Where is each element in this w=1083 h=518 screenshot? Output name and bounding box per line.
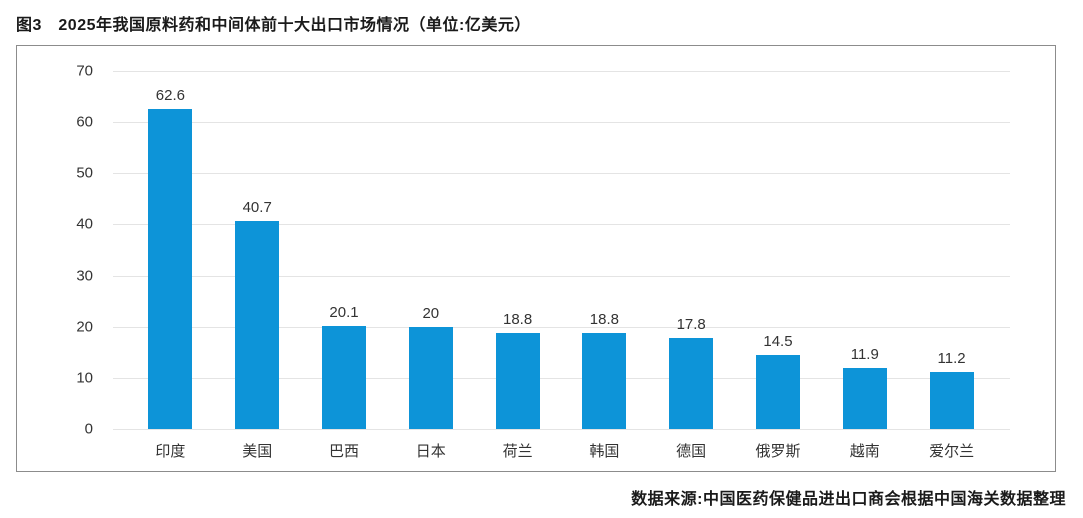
bar	[929, 371, 974, 429]
bar-slot: 11.2	[908, 71, 995, 429]
x-axis-labels: 印度 美国 巴西 日本 荷兰 韩国 德国 俄罗斯 越南 爱尔兰	[127, 440, 995, 461]
bar	[408, 326, 453, 429]
x-tick-label: 爱尔兰	[929, 443, 975, 460]
bars-area: 62.6 40.7 20.1 20 18.8 18.8 17.8 14.5 11.9 11.2	[127, 71, 995, 429]
bar-slot: 17.8	[648, 71, 735, 429]
y-tick-label: 50	[76, 164, 93, 182]
bar-slot: 18.8	[474, 71, 561, 429]
bar-value-label: 11.2	[937, 349, 966, 367]
figure-title: 图3 2025年我国原料药和中间体前十大出口市场情况（单位:亿美元）	[16, 17, 531, 34]
x-tick-label: 越南	[849, 443, 880, 460]
bar-value-label: 20.1	[329, 304, 359, 322]
bar-value-label: 18.8	[502, 310, 533, 328]
bar-slot: 11.9	[821, 71, 908, 429]
y-axis: 0 10 20 30 40 50 60 70	[17, 64, 93, 437]
gridline	[113, 71, 1010, 72]
gridline	[113, 326, 1010, 328]
bar-value-label: 14.5	[763, 332, 793, 350]
x-tick-label: 巴西	[328, 443, 359, 460]
bar-value-label: 11.9	[850, 346, 879, 364]
bar-value-label: 40.7	[242, 198, 272, 216]
bar-slot: 40.7	[214, 71, 301, 429]
bar	[495, 332, 540, 429]
y-tick-label: 10	[76, 369, 93, 387]
bar-slot: 18.8	[561, 71, 648, 429]
bar	[582, 332, 627, 429]
data-source: 数据来源:中国医药保健品进出口商会根据中国海关数据整理	[631, 491, 1066, 508]
chart-container: 0 10 20 30 40 50 60 70 62.6 40.7 20.1 20 18.8 18.8 17…	[16, 45, 1056, 472]
bar-slot: 62.6	[127, 71, 214, 429]
x-tick-label: 韩国	[589, 443, 620, 460]
x-tick-label: 荷兰	[502, 443, 533, 460]
gridline	[113, 224, 1010, 226]
x-tick-label: 日本	[415, 443, 446, 460]
bar-value-label: 17.8	[676, 315, 706, 333]
bar	[755, 354, 800, 429]
bar-value-label: 62.6	[155, 86, 185, 104]
bar	[669, 337, 714, 429]
gridline	[113, 275, 1010, 277]
bar-slot: 20	[387, 71, 474, 429]
bar	[235, 220, 280, 429]
y-tick-label: 70	[76, 62, 93, 80]
bar-value-label: 20	[422, 304, 440, 322]
y-tick-label: 40	[76, 215, 93, 233]
x-tick-label: 印度	[155, 443, 186, 460]
bar-slot: 20.1	[301, 71, 388, 429]
bar-value-label: 18.8	[589, 310, 619, 328]
bar	[842, 368, 887, 429]
bar-slot: 14.5	[735, 71, 822, 429]
gridline	[113, 429, 1010, 430]
y-tick-label: 0	[84, 420, 93, 438]
y-tick-label: 60	[76, 113, 93, 131]
bar	[321, 326, 366, 429]
x-tick-label: 俄罗斯	[755, 443, 801, 460]
x-tick-label: 德国	[676, 443, 707, 460]
gridlines	[113, 71, 1010, 430]
y-tick-label: 20	[76, 318, 93, 336]
y-tick-label: 30	[76, 267, 93, 285]
bar	[148, 108, 193, 429]
x-tick-label: 美国	[242, 443, 273, 460]
gridline	[113, 173, 1010, 175]
gridline	[113, 377, 1010, 379]
gridline	[113, 122, 1010, 124]
